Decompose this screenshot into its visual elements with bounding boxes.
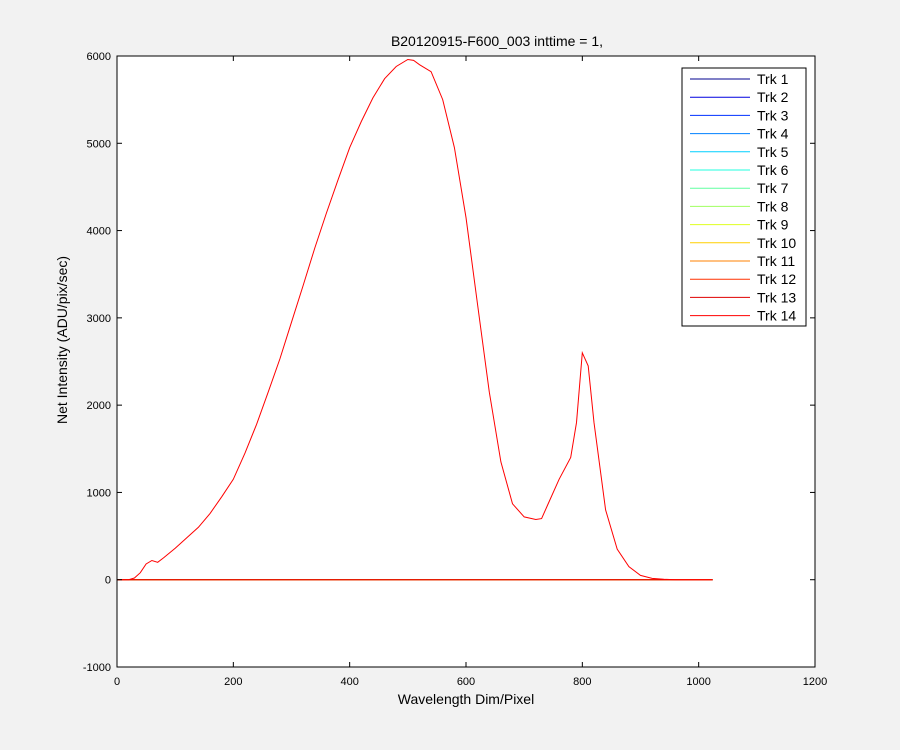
series-line-trk-14 (117, 58, 713, 581)
chart-title: B20120915-F600_003 inttime = 1, (391, 33, 603, 49)
legend-box (681, 67, 807, 327)
legend-label-trk-5: Trk 5 (757, 144, 789, 160)
y-tick-label: -1000 (83, 662, 111, 674)
y-tick-label: 5000 (87, 138, 111, 150)
y-tick-label: 4000 (87, 226, 111, 238)
legend-label-trk-12: Trk 12 (757, 271, 796, 287)
x-tick-label: 1200 (803, 676, 827, 688)
y-tick-label: 6000 (87, 51, 111, 63)
legend-label-trk-14: Trk 14 (757, 308, 796, 324)
legend-label-trk-11: Trk 11 (757, 253, 795, 269)
legend-label-trk-3: Trk 3 (757, 107, 789, 123)
legend-label-trk-6: Trk 6 (757, 162, 789, 178)
legend-label-trk-2: Trk 2 (757, 89, 789, 105)
y-tick-label: 2000 (87, 400, 111, 412)
legend: Trk 1 Trk 2 Trk 3 Trk 4 Trk 5 Trk 6 Trk 7 Trk 8… (681, 67, 807, 327)
y-tick-label: 3000 (87, 313, 111, 325)
legend-items: Trk 1 Trk 2 Trk 3 Trk 4 Trk 5 Trk 6 Trk 7 Trk 8… (690, 71, 796, 324)
x-ticks: 0 200 400 600 800 1000 1200 (114, 56, 827, 688)
y-axis-label: Net Intensity (ADU/pix/sec) (54, 256, 70, 424)
y-ticks: -1000 0 1000 2000 3000 4000 5000 6000 (83, 51, 815, 674)
legend-label-trk-10: Trk 10 (757, 235, 796, 251)
x-tick-label: 1000 (686, 676, 710, 688)
y-tick-label: 0 (105, 575, 111, 587)
x-axis-label: Wavelength Dim/Pixel (398, 691, 534, 707)
x-tick-label: 800 (573, 676, 591, 688)
x-tick-label: 400 (340, 676, 358, 688)
x-tick-label: 200 (224, 676, 242, 688)
series-layer (117, 58, 713, 581)
legend-label-trk-9: Trk 9 (757, 217, 789, 233)
y-tick-label: 1000 (87, 487, 111, 499)
legend-label-trk-4: Trk 4 (757, 126, 789, 142)
x-tick-label: 600 (457, 676, 475, 688)
legend-label-trk-8: Trk 8 (757, 198, 789, 214)
legend-label-trk-13: Trk 13 (757, 289, 796, 305)
legend-label-trk-1: Trk 1 (757, 71, 789, 87)
x-tick-label: 0 (114, 676, 120, 688)
legend-label-trk-7: Trk 7 (757, 180, 789, 196)
